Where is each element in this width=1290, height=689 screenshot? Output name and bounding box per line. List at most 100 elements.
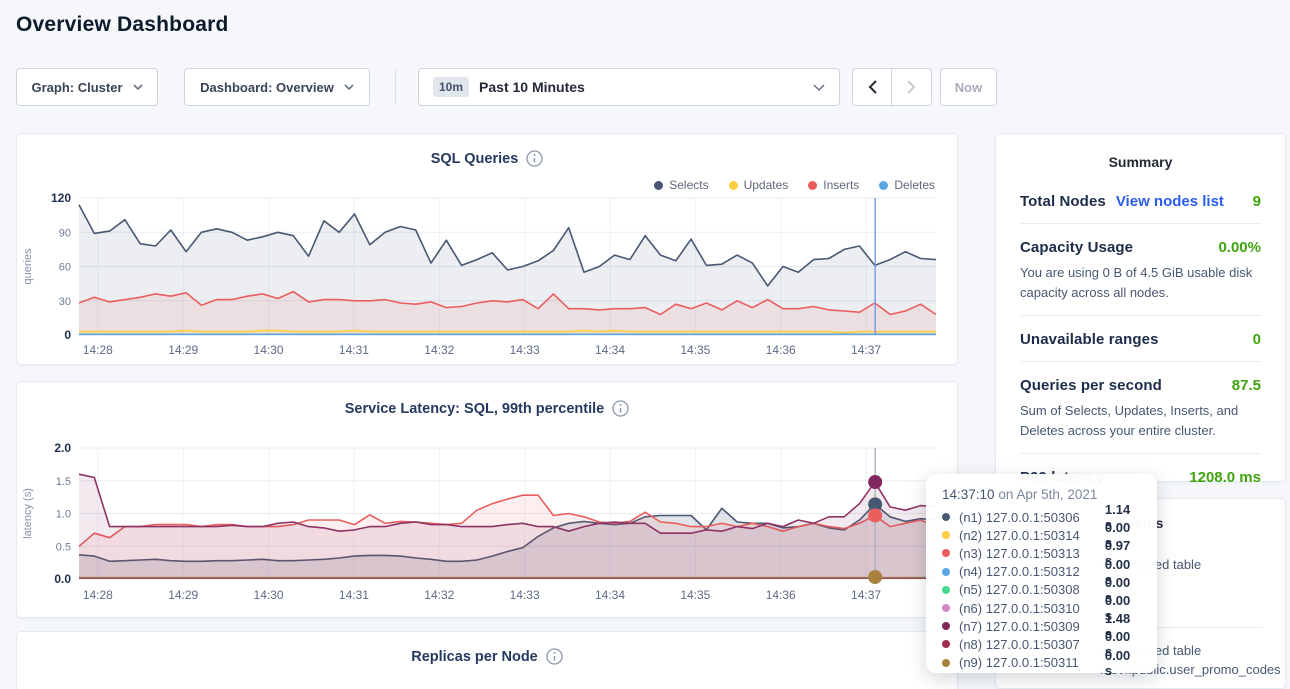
legend-item-inserts[interactable]: Inserts bbox=[808, 178, 859, 192]
info-icon[interactable] bbox=[546, 648, 563, 665]
tooltip-row-n1: (n1) 127.0.0.1:50306 1.14 s bbox=[942, 502, 1141, 532]
svg-text:14:33: 14:33 bbox=[510, 343, 540, 357]
summary-row-total-nodes: Total Nodes View nodes list 9 bbox=[1020, 178, 1261, 224]
service-latency-chart[interactable]: 14:28 14:29 14:30 14:31 14:32 14:33 14:34 14:35… bbox=[17, 438, 959, 605]
replicas-per-node-panel: Replicas per Node bbox=[16, 631, 958, 689]
latency-hover-tooltip: 14:37:10 on Apr 5th, 2021 (n1) 127.0.0.1… bbox=[926, 474, 1157, 678]
node-color-dot bbox=[942, 549, 950, 558]
svg-text:1.0: 1.0 bbox=[56, 509, 71, 521]
info-icon[interactable] bbox=[526, 150, 543, 167]
chevron-down-icon bbox=[344, 84, 354, 90]
qps-description: Sum of Selects, Updates, Inserts, and De… bbox=[1020, 403, 1239, 438]
svg-text:14:30: 14:30 bbox=[254, 343, 284, 357]
legend-item-deletes[interactable]: Deletes bbox=[879, 178, 935, 192]
node-color-dot bbox=[942, 531, 950, 540]
tooltip-row-n5: (n5) 127.0.0.1:50308 0.00 s bbox=[942, 575, 1141, 605]
graph-selector-label: Graph: Cluster bbox=[31, 79, 123, 95]
svg-text:14:31: 14:31 bbox=[339, 588, 369, 602]
service-latency-panel: Service Latency: SQL, 99th percentile 14… bbox=[16, 381, 958, 618]
p99-latency-value: 1208.0 ms bbox=[1189, 469, 1261, 486]
svg-text:14:36: 14:36 bbox=[766, 588, 796, 602]
updates-dot bbox=[728, 180, 738, 190]
tooltip-row-n8: (n8) 127.0.0.1:50307 0.00 s bbox=[942, 629, 1141, 659]
node-color-dot bbox=[942, 604, 950, 613]
selects-dot bbox=[654, 180, 664, 190]
capacity-usage-value: 0.00% bbox=[1218, 239, 1261, 256]
svg-text:0.0: 0.0 bbox=[54, 572, 71, 586]
svg-text:14:32: 14:32 bbox=[424, 343, 454, 357]
inserts-dot bbox=[808, 180, 818, 190]
toolbar-divider bbox=[395, 70, 396, 104]
time-window-badge: 10m bbox=[433, 77, 470, 97]
page-title: Overview Dashboard bbox=[16, 13, 229, 36]
qps-label: Queries per second bbox=[1020, 377, 1162, 394]
capacity-usage-label: Capacity Usage bbox=[1020, 239, 1134, 256]
time-pager bbox=[852, 68, 932, 106]
node-color-dot bbox=[942, 622, 950, 631]
svg-text:120: 120 bbox=[51, 191, 71, 205]
chevron-down-icon bbox=[813, 83, 825, 91]
capacity-usage-description: You are using 0 B of 4.5 GiB usable disk… bbox=[1020, 265, 1253, 300]
tooltip-row-n4: (n4) 127.0.0.1:50312 0.00 s bbox=[942, 557, 1141, 587]
node-color-dot bbox=[942, 585, 950, 594]
chevron-left-icon bbox=[868, 80, 877, 94]
sql-queries-panel: SQL Queries Selects Updates Inserts Dele… bbox=[16, 133, 958, 365]
svg-text:14:31: 14:31 bbox=[339, 343, 369, 357]
time-window-label: Past 10 Minutes bbox=[479, 79, 585, 95]
info-icon[interactable] bbox=[612, 400, 629, 417]
total-nodes-label: Total Nodes bbox=[1020, 193, 1106, 210]
tooltip-row-n9: (n9) 127.0.0.1:50311 0.00 s bbox=[942, 648, 1141, 678]
dashboard-selector-label: Dashboard: Overview bbox=[200, 79, 334, 95]
svg-text:14:30: 14:30 bbox=[254, 588, 284, 602]
node-color-dot bbox=[942, 567, 950, 576]
svg-text:60: 60 bbox=[59, 262, 71, 274]
svg-text:14:34: 14:34 bbox=[595, 343, 625, 357]
svg-text:0: 0 bbox=[64, 328, 71, 342]
tooltip-row-n7: (n7) 127.0.0.1:50309 1.48 s bbox=[942, 611, 1141, 641]
svg-text:14:34: 14:34 bbox=[595, 588, 625, 602]
svg-text:queries: queries bbox=[22, 248, 34, 285]
node-color-dot bbox=[942, 658, 950, 667]
sql-queries-title: SQL Queries bbox=[430, 150, 519, 167]
tooltip-row-n6: (n6) 127.0.0.1:50310 0.00 s bbox=[942, 593, 1141, 623]
view-nodes-list-link[interactable]: View nodes list bbox=[1115, 193, 1224, 210]
unavailable-ranges-value: 0 bbox=[1252, 331, 1261, 348]
svg-text:latency (s): latency (s) bbox=[22, 488, 34, 539]
svg-text:14:35: 14:35 bbox=[680, 343, 710, 357]
time-next-button[interactable] bbox=[892, 68, 932, 106]
qps-value: 87.5 bbox=[1231, 377, 1261, 394]
sql-queries-chart[interactable]: 14:28 14:29 14:30 14:31 14:32 14:33 14:34 14:35… bbox=[17, 188, 959, 360]
chevron-right-icon bbox=[907, 80, 916, 94]
legend-item-updates[interactable]: Updates bbox=[728, 178, 788, 192]
svg-text:30: 30 bbox=[59, 296, 71, 308]
svg-text:14:28: 14:28 bbox=[83, 343, 113, 357]
summary-row-capacity-usage: Capacity Usage 0.00% You are using 0 B o… bbox=[1020, 224, 1261, 316]
svg-text:14:29: 14:29 bbox=[168, 588, 198, 602]
svg-text:2.0: 2.0 bbox=[54, 441, 71, 455]
svg-text:1.5: 1.5 bbox=[56, 476, 71, 488]
node-color-dot bbox=[942, 513, 950, 522]
svg-text:14:33: 14:33 bbox=[510, 588, 540, 602]
svg-text:14:37: 14:37 bbox=[851, 588, 881, 602]
summary-title: Summary bbox=[1108, 154, 1173, 170]
svg-text:14:29: 14:29 bbox=[168, 343, 198, 357]
sql-queries-legend: Selects Updates Inserts Deletes bbox=[654, 178, 935, 192]
unavailable-ranges-label: Unavailable ranges bbox=[1020, 331, 1159, 348]
svg-text:0.5: 0.5 bbox=[56, 541, 71, 553]
svg-text:90: 90 bbox=[59, 227, 71, 239]
summary-row-unavailable-ranges: Unavailable ranges 0 bbox=[1020, 316, 1261, 362]
graph-selector-dropdown[interactable]: Graph: Cluster bbox=[16, 68, 158, 106]
summary-row-qps: Queries per second 87.5 Sum of Selects, … bbox=[1020, 362, 1261, 454]
svg-text:14:36: 14:36 bbox=[766, 343, 796, 357]
total-nodes-value: 9 bbox=[1252, 193, 1261, 210]
node-color-dot bbox=[942, 640, 950, 649]
svg-text:14:37: 14:37 bbox=[851, 343, 881, 357]
legend-item-selects[interactable]: Selects bbox=[654, 178, 709, 192]
time-window-dropdown[interactable]: 10m Past 10 Minutes bbox=[418, 68, 840, 106]
dashboard-selector-dropdown[interactable]: Dashboard: Overview bbox=[184, 68, 370, 106]
summary-panel: Summary Total Nodes View nodes list 9 Ca… bbox=[995, 133, 1286, 486]
now-button[interactable]: Now bbox=[940, 68, 997, 106]
time-prev-button[interactable] bbox=[852, 68, 892, 106]
svg-text:14:32: 14:32 bbox=[424, 588, 454, 602]
svg-text:14:28: 14:28 bbox=[83, 588, 113, 602]
